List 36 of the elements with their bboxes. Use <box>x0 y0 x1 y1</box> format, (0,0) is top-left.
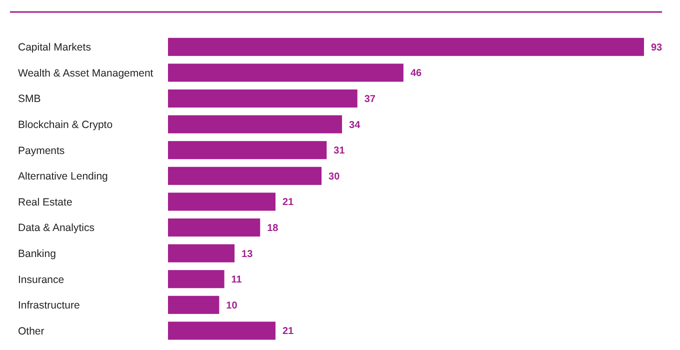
y-tick-label: Infrastructure <box>18 300 80 312</box>
y-tick-label: Payments <box>18 144 65 157</box>
bar <box>168 192 276 211</box>
bar <box>168 296 220 314</box>
bar <box>168 270 224 288</box>
y-tick-label: SMB <box>18 93 41 106</box>
data-label: 21 <box>282 197 294 208</box>
data-label: 10 <box>226 300 238 312</box>
data-label: 30 <box>328 171 340 182</box>
data-label: 11 <box>231 274 242 286</box>
y-tick-label: Capital Markets <box>18 42 91 54</box>
y-tick-label: Real Estate <box>18 196 72 208</box>
bar <box>168 141 327 160</box>
bar <box>168 218 260 237</box>
bar <box>168 322 276 340</box>
bar <box>168 166 322 185</box>
y-tick-label: Alternative Lending <box>18 170 108 183</box>
y-tick-label: Data & Analytics <box>18 222 94 234</box>
data-label: 18 <box>267 223 279 234</box>
bar <box>168 115 342 134</box>
data-label: 34 <box>349 120 361 131</box>
data-label: 46 <box>410 68 422 80</box>
y-tick-label: Insurance <box>18 274 64 286</box>
bar <box>168 64 404 82</box>
bar <box>168 89 358 108</box>
y-tick-label: Other <box>18 325 45 338</box>
data-label: 31 <box>334 146 346 157</box>
data-label: 13 <box>242 248 254 260</box>
data-label: 93 <box>651 42 663 54</box>
bar <box>168 38 644 56</box>
data-label: 37 <box>364 94 376 105</box>
data-label: 21 <box>282 326 294 338</box>
y-tick-label: Wealth & Asset Management <box>18 67 154 80</box>
y-tick-label: Blockchain & Crypto <box>18 118 113 131</box>
y-tick-label: Banking <box>18 248 56 260</box>
bar <box>168 244 235 262</box>
